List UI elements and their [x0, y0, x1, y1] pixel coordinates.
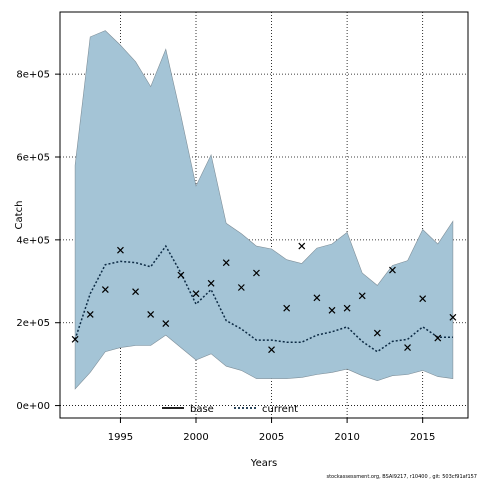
- observation-marker: [192, 290, 200, 298]
- observation-marker: [449, 313, 457, 321]
- observation-marker: [101, 286, 109, 293]
- observation-marker: [162, 320, 170, 327]
- observation-marker: [434, 334, 442, 342]
- marker-stroke: [313, 294, 321, 302]
- marker-stroke: [207, 279, 215, 287]
- footnote: stockassessment.org, BSAI9217, r10400 , …: [326, 474, 477, 480]
- marker-stroke: [389, 266, 396, 274]
- marker-stroke: [117, 246, 124, 254]
- observation-marker: [298, 242, 306, 250]
- legend-label-base: base: [190, 404, 214, 415]
- marker-stroke: [101, 286, 109, 293]
- marker-stroke: [237, 284, 245, 291]
- marker-stroke: [358, 292, 366, 300]
- marker-stroke: [268, 346, 275, 354]
- observation-marker: [86, 311, 94, 318]
- marker-stroke: [86, 311, 94, 318]
- marker-stroke: [328, 306, 336, 314]
- legend-label-current: current: [262, 404, 298, 415]
- observation-marker: [117, 246, 124, 254]
- marker-stroke: [192, 290, 200, 298]
- y-axis-title: Catch: [14, 201, 25, 230]
- observation-marker: [268, 346, 275, 354]
- observation-marker: [328, 306, 336, 314]
- y-tick-label: 2e+05: [16, 318, 50, 329]
- observation-marker: [283, 304, 291, 312]
- observation-marker: [253, 269, 260, 277]
- observation-marker: [373, 329, 381, 337]
- observation-marker: [71, 335, 79, 343]
- observation-marker: [207, 279, 215, 287]
- x-tick-label: 2010: [334, 432, 359, 443]
- y-tick-label: 4e+05: [16, 235, 50, 246]
- observation-marker: [404, 344, 411, 351]
- marker-stroke: [147, 311, 155, 318]
- x-axis-title: Years: [250, 458, 277, 469]
- observation-marker: [358, 292, 366, 300]
- marker-stroke: [404, 344, 411, 351]
- marker-stroke: [298, 242, 306, 250]
- marker-stroke: [449, 313, 457, 321]
- y-tick-label: 8e+05: [16, 70, 50, 81]
- marker-stroke: [71, 335, 79, 343]
- series-lines: [74, 244, 453, 353]
- x-tick-label: 2005: [259, 432, 284, 443]
- marker-stroke: [419, 295, 427, 303]
- marker-stroke: [283, 304, 291, 312]
- marker-stroke: [434, 334, 442, 342]
- confidence-band: [74, 30, 454, 390]
- marker-stroke: [373, 329, 381, 337]
- observation-marker: [237, 284, 245, 291]
- marker-stroke: [132, 288, 139, 296]
- observation-marker: [147, 311, 155, 318]
- legend: base current: [162, 404, 298, 415]
- observation-marker: [177, 271, 185, 279]
- plot-frame: [59, 11, 469, 419]
- observation-markers: [71, 242, 457, 354]
- y-tick-label: 6e+05: [16, 153, 50, 164]
- marker-stroke: [222, 259, 230, 267]
- series-line-current: [74, 244, 453, 353]
- marker-stroke: [253, 269, 260, 277]
- marker-stroke: [162, 320, 170, 327]
- x-tick-label: 1995: [108, 432, 133, 443]
- x-tick-label: 2015: [410, 432, 435, 443]
- observation-marker: [222, 259, 230, 267]
- observation-marker: [419, 295, 427, 303]
- observation-marker: [132, 288, 139, 296]
- observation-marker: [389, 266, 396, 274]
- marker-stroke: [343, 304, 351, 312]
- y-tick-label: 0e+00: [16, 401, 50, 412]
- observation-marker: [343, 304, 351, 312]
- y-axis: 0e+00 2e+05 4e+05 6e+05 8e+05: [16, 70, 60, 412]
- x-tick-label: 2000: [183, 432, 208, 443]
- marker-stroke: [177, 271, 185, 279]
- observation-marker: [313, 294, 321, 302]
- x-axis: 1995 2000 2005 2010 2015: [108, 418, 435, 443]
